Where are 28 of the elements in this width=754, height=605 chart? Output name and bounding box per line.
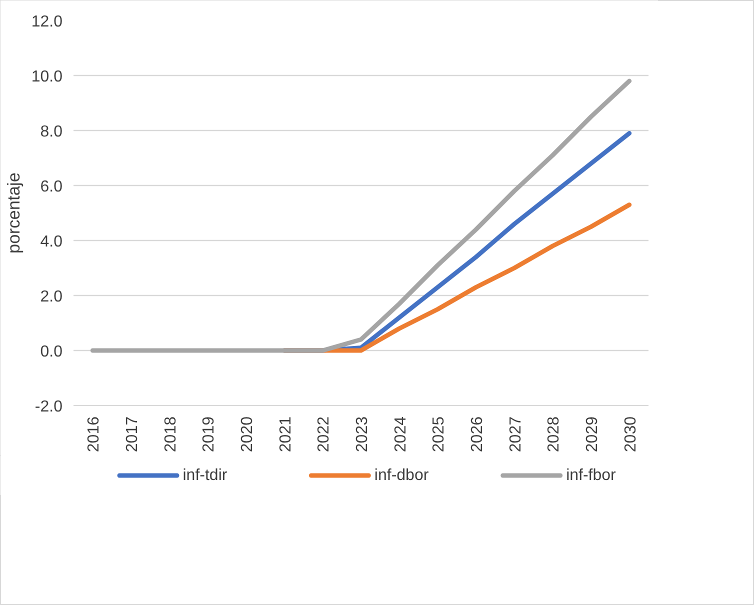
x-tick-label: 2017: [124, 416, 141, 452]
x-tick-label: 2022: [316, 416, 333, 452]
y-tick-label: 2.0: [40, 288, 63, 306]
x-tick-label: 2024: [392, 416, 410, 452]
x-tick-label: 2027: [507, 416, 524, 452]
x-tick-label: 2018: [162, 416, 180, 452]
legend-label: inf-dbor: [374, 467, 430, 484]
x-tick-label: 2016: [86, 416, 103, 452]
x-tick-label: 2028: [546, 416, 563, 452]
y-tick-label: 6.0: [40, 178, 63, 196]
x-tick-label: 2029: [584, 416, 601, 452]
legend-label: inf-fbor: [566, 467, 617, 484]
line-series: [90, 78, 632, 353]
y-tick-label: 8.0: [40, 124, 63, 140]
x-tick-label: 2020: [239, 416, 256, 452]
x-tick-label: 2023: [354, 416, 371, 452]
x-tick-label: 2026: [469, 416, 486, 452]
x-tick-label: 2025: [430, 416, 448, 452]
legend-label: inf-tdir: [182, 467, 228, 484]
y-tick-label: 12.0: [31, 14, 63, 30]
x-tick-label: 2030: [622, 416, 640, 452]
x-tick-label: 2019: [200, 416, 218, 452]
y-tick-label: -2.0: [34, 398, 63, 416]
y-axis-title: porcentaje: [3, 172, 24, 254]
y-tick-label: 4.0: [40, 234, 63, 250]
y-tick-label: 10.0: [31, 68, 63, 86]
x-tick-label: 2021: [277, 416, 294, 452]
y-tick-label: 0.0: [40, 344, 63, 360]
